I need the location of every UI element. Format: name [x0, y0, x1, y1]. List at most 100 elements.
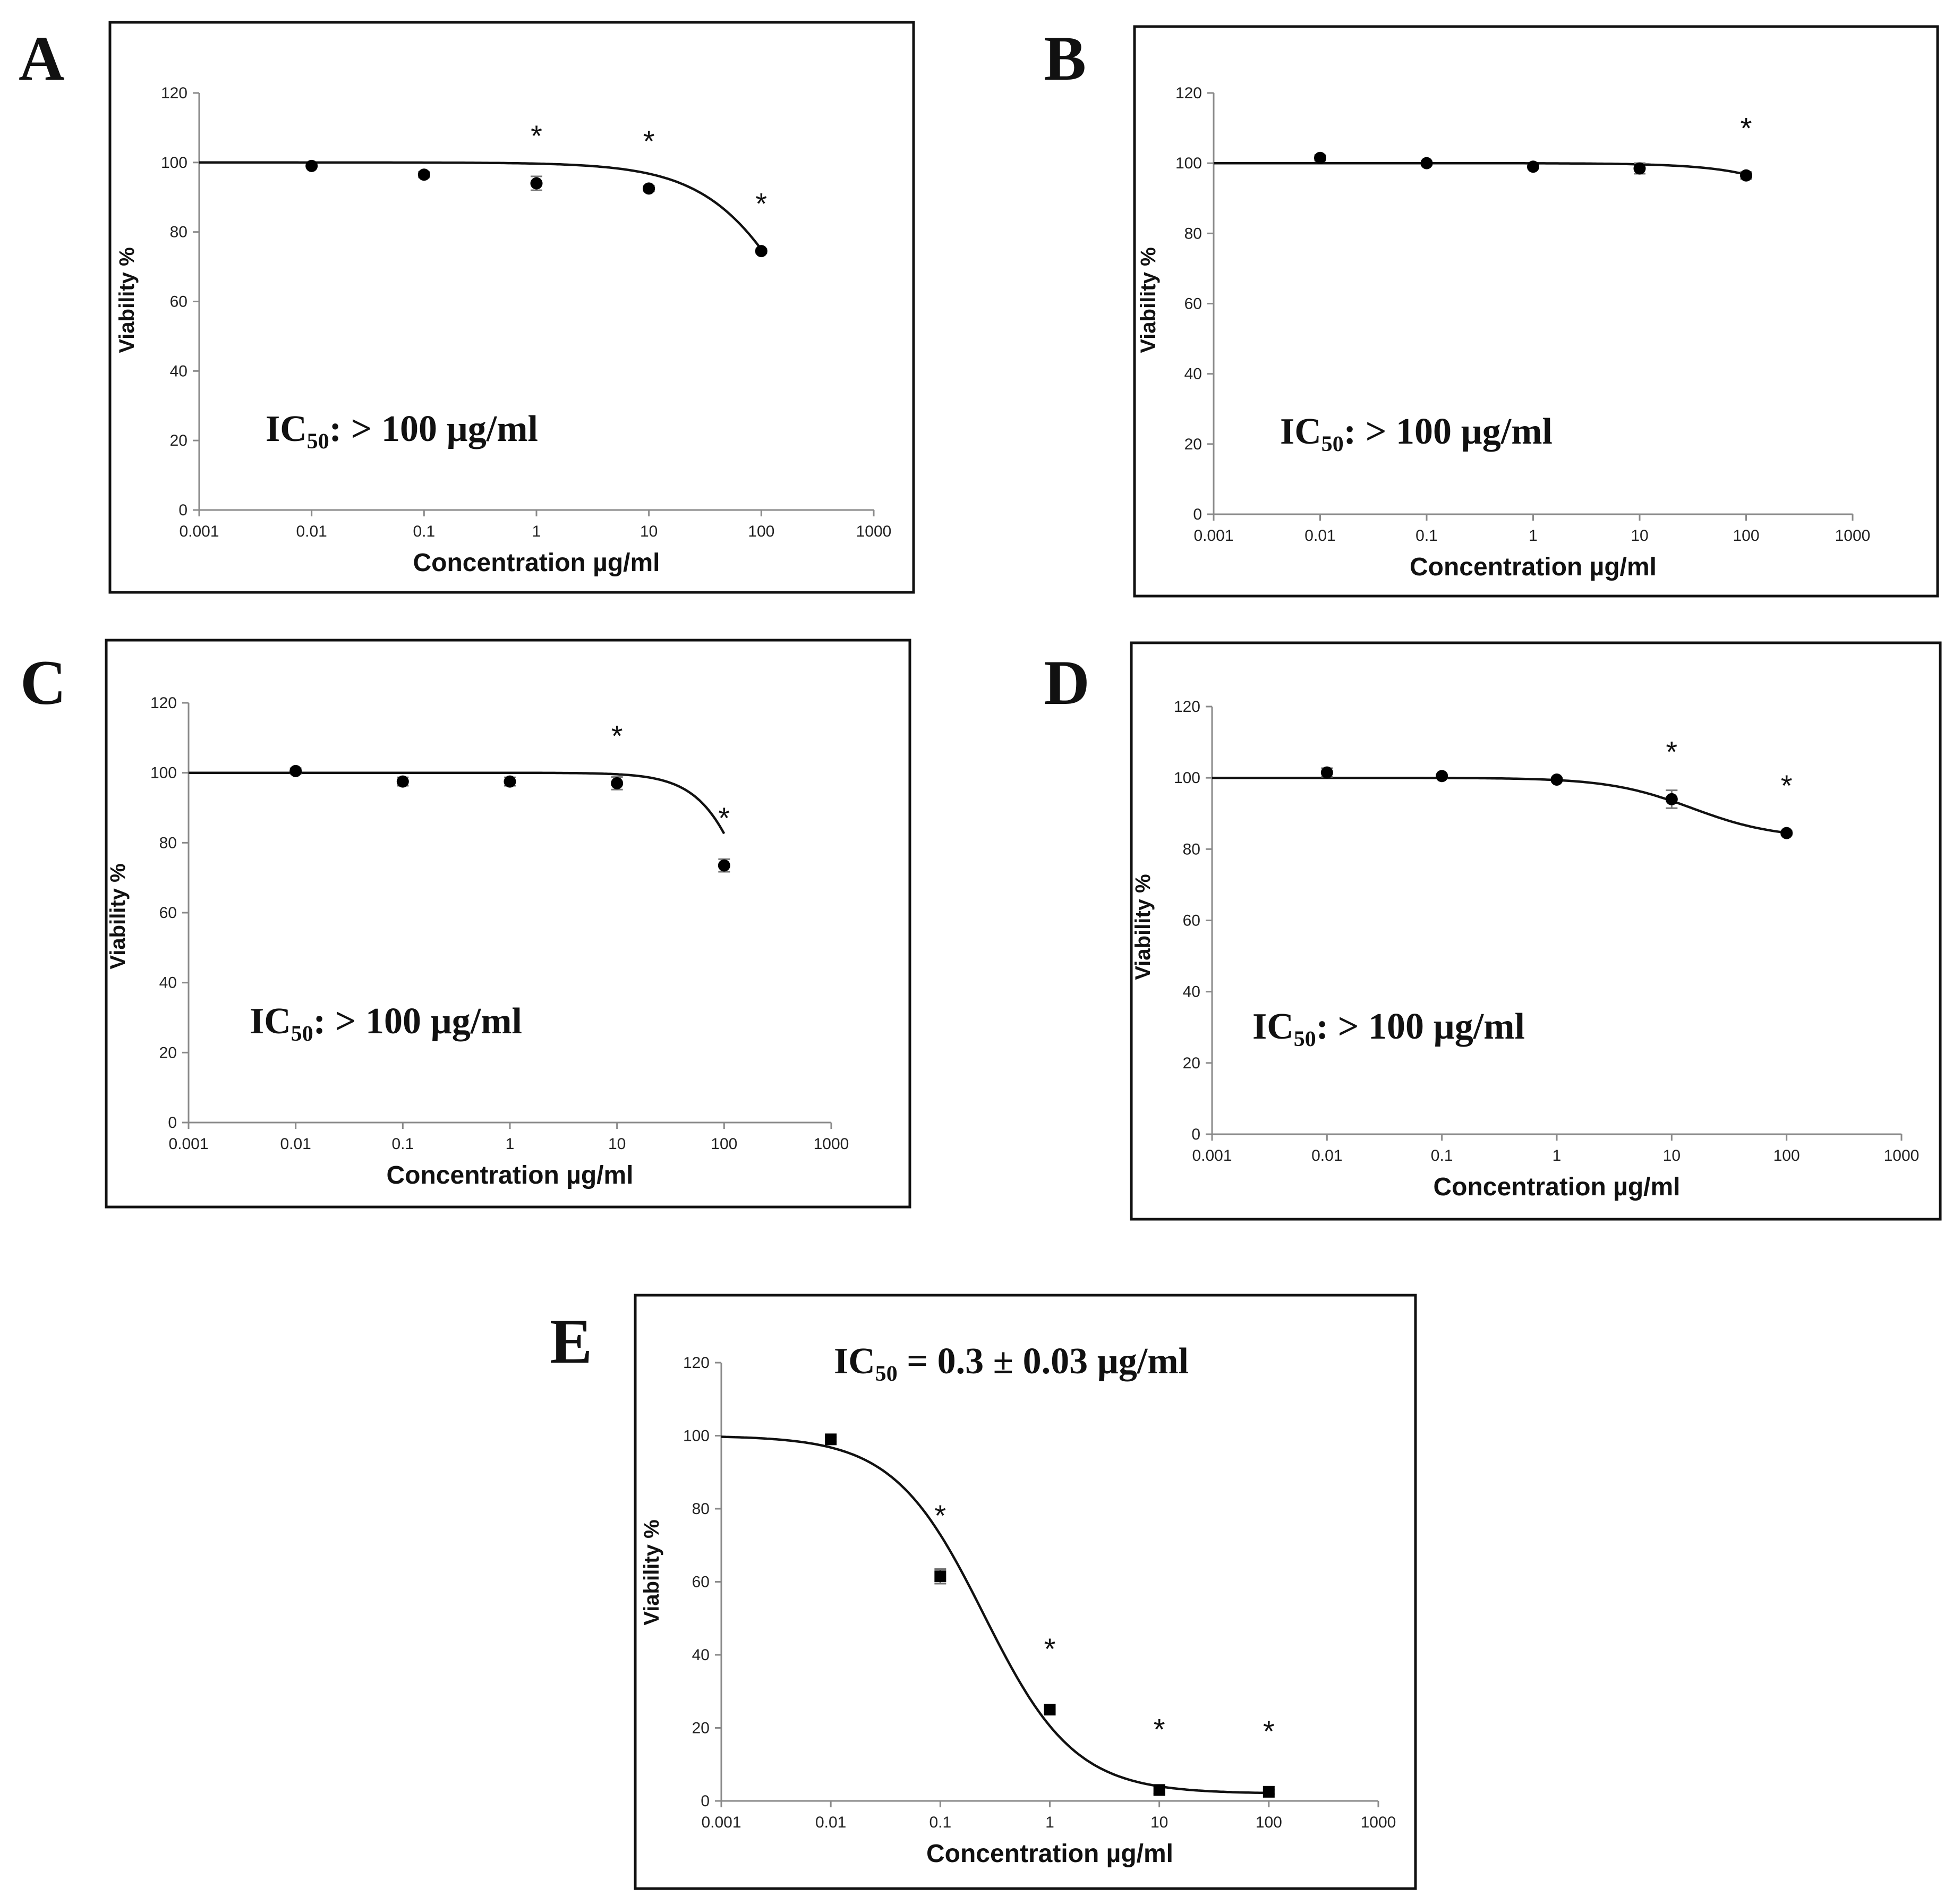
x-tick-label: 0.1	[413, 523, 435, 540]
chart-frame	[105, 639, 911, 1209]
chart-panel-d: D 0 20 40 60 80 100 120 0.001 0.01 0.1 1 10 100 1000 Co…	[1044, 641, 1942, 1221]
data-point	[1420, 157, 1433, 169]
data-point	[1633, 162, 1646, 175]
y-tick-label: 100	[1174, 769, 1200, 787]
x-tick-label: 0.001	[179, 523, 219, 540]
panel-label: A	[19, 23, 65, 94]
data-point	[611, 777, 624, 789]
x-tick-label: 0.001	[701, 1814, 741, 1831]
significance-star: *	[1154, 1712, 1165, 1746]
x-tick-label: 1	[1045, 1814, 1054, 1831]
data-point	[530, 177, 543, 190]
y-axis-title: Viability %	[115, 247, 139, 353]
y-tick-label: 0	[1191, 1126, 1200, 1143]
y-tick-label: 80	[1183, 840, 1200, 858]
x-tick-label: 0.001	[1193, 527, 1233, 545]
y-tick-label: 100	[1175, 155, 1202, 172]
y-tick-label: 60	[170, 293, 187, 311]
data-point	[504, 775, 516, 788]
y-tick-label: 0	[1193, 506, 1202, 523]
significance-star: *	[718, 801, 730, 835]
x-axis-title: Concentration µg/ml	[926, 1840, 1173, 1868]
x-tick-label: 1	[1529, 527, 1538, 545]
chart-frame	[1133, 25, 1939, 598]
panel-label: E	[550, 1306, 592, 1376]
data-point	[825, 1433, 837, 1446]
chart-frame	[634, 1294, 1417, 1890]
significance-star: *	[1044, 1632, 1056, 1665]
x-tick-label: 100	[711, 1135, 737, 1153]
x-tick-label: 1000	[856, 523, 892, 540]
x-tick-label: 1	[506, 1135, 515, 1153]
x-tick-label: 0.1	[1415, 527, 1438, 545]
significance-star: *	[755, 187, 767, 220]
data-point	[289, 764, 302, 777]
fit-curve	[199, 161, 763, 250]
y-tick-label: 80	[1184, 225, 1202, 242]
chart-panel-e: E 0 20 40 60 80 100 120 0.001 0.01 0.1 1 10 100 1000 Co…	[550, 1294, 1417, 1890]
fit-curve	[189, 771, 726, 835]
x-tick-label: 1	[532, 523, 541, 540]
y-tick-label: 40	[170, 362, 187, 380]
y-tick-label: 20	[159, 1044, 177, 1061]
chart-frame	[1130, 641, 1942, 1221]
data-point	[1153, 1784, 1165, 1796]
y-tick-label: 60	[1183, 912, 1200, 930]
y-axis-title: Viability %	[640, 1519, 663, 1625]
data-point	[1436, 770, 1448, 783]
x-tick-label: 1000	[1884, 1147, 1920, 1164]
x-tick-label: 10	[1150, 1814, 1168, 1831]
x-tick-label: 100	[1773, 1147, 1800, 1164]
y-tick-label: 40	[692, 1646, 710, 1664]
y-tick-label: 100	[683, 1427, 710, 1445]
y-tick-label: 80	[159, 834, 177, 852]
x-tick-label: 1000	[814, 1135, 849, 1153]
y-tick-label: 60	[159, 904, 177, 922]
x-axis-title: Concentration µg/ml	[387, 1161, 634, 1189]
panel-label: C	[20, 647, 66, 718]
y-tick-label: 120	[161, 84, 187, 102]
x-tick-label: 0.01	[1304, 527, 1335, 545]
significance-star: *	[1741, 111, 1752, 144]
x-tick-label: 10	[608, 1135, 626, 1153]
y-tick-label: 20	[1183, 1055, 1200, 1072]
data-point	[1527, 160, 1539, 173]
x-tick-label: 100	[1733, 527, 1759, 545]
x-tick-label: 10	[1663, 1147, 1681, 1164]
significance-star: *	[934, 1499, 946, 1532]
y-axis-title: Viability %	[106, 863, 130, 969]
data-point	[1550, 774, 1563, 786]
x-tick-label: 0.1	[929, 1814, 951, 1831]
x-axis-title: Concentration µg/ml	[1410, 553, 1657, 581]
y-tick-label: 20	[170, 432, 187, 449]
chart-panel-b: B 0 20 40 60 80 100 120 0.001 0.01 0.1 1 10 100 1000 Co…	[1044, 23, 1939, 598]
x-tick-label: 100	[748, 523, 774, 540]
y-axis-title: Viability %	[1131, 874, 1155, 980]
data-point	[305, 159, 318, 172]
data-point	[417, 168, 430, 181]
ic50-annotation: IC₅₀: > 100 µg/ml	[1252, 1006, 1525, 1047]
y-tick-label: 100	[150, 764, 177, 782]
fit-curve	[1212, 776, 1787, 834]
x-tick-label: 1000	[1361, 1814, 1396, 1831]
y-tick-label: 120	[683, 1354, 710, 1372]
data-point	[1263, 1786, 1275, 1798]
chart-panel-c: C 0 20 40 60 80 100 120 0.001 0.01 0.1 1 10 100 1000 Co…	[20, 639, 911, 1209]
ic50-annotation: IC₅₀: > 100 µg/ml	[266, 409, 538, 449]
significance-star: *	[1263, 1714, 1275, 1748]
data-point	[1780, 827, 1793, 839]
y-tick-label: 80	[692, 1500, 710, 1518]
y-tick-label: 0	[168, 1114, 177, 1132]
ic50-annotation: IC₅₀: > 100 µg/ml	[1280, 411, 1553, 452]
panel-label: D	[1044, 647, 1090, 718]
y-tick-label: 60	[1184, 295, 1202, 313]
x-tick-label: 10	[1631, 527, 1648, 545]
fit-curve	[1214, 162, 1747, 176]
fit-curve	[721, 1435, 1269, 1795]
panel-label: B	[1044, 23, 1086, 94]
y-tick-label: 100	[161, 154, 187, 172]
x-tick-label: 100	[1256, 1814, 1282, 1831]
y-tick-label: 120	[1175, 84, 1202, 102]
data-point	[718, 859, 730, 872]
x-tick-label: 0.01	[815, 1814, 846, 1831]
